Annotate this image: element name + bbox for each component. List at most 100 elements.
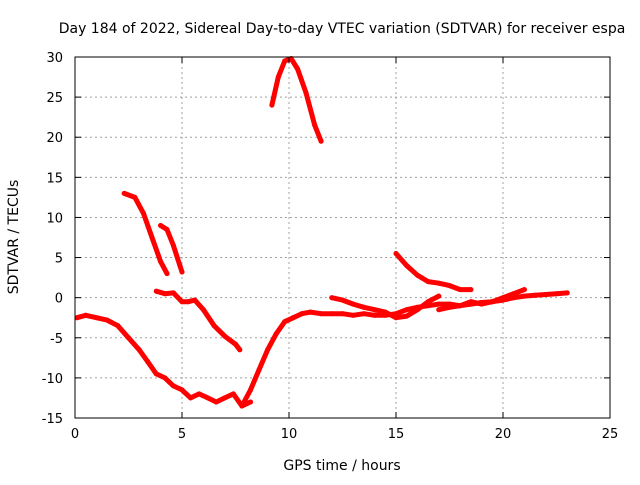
y-tick-label: 25 [46,91,63,106]
x-tick-label: 15 [388,427,405,442]
y-tick-label: 10 [46,211,63,226]
data-point [521,287,527,293]
data-point [543,292,549,297]
data-point [83,312,89,318]
data-point [162,375,168,381]
data-point [115,323,121,329]
data-point [153,288,159,294]
data-point [372,307,378,313]
data-point [248,387,253,393]
tick-layer: 0 5 10 15 20 25 -15 -10 -5 0 5 10 15 20 25 30 [42,51,619,442]
y-tick-label: 5 [55,252,63,267]
data-point [382,309,388,315]
data-point [179,299,185,305]
y-tick-label: 20 [46,131,63,146]
data-point [436,293,442,299]
data-point [282,58,288,64]
data-point [132,194,138,200]
data-point [179,269,185,275]
data-point [564,290,570,296]
data-point [170,290,176,296]
data-point [248,399,253,405]
data-point [404,313,410,319]
data-point [273,331,279,337]
data-point [141,210,146,216]
data-point [196,391,202,397]
grid-layer [75,57,610,418]
series-track-f [269,56,324,144]
data-point [393,315,399,321]
data-point [500,295,506,301]
data-point [149,235,155,240]
x-axis-label: GPS time / hours [283,458,400,474]
data-point [436,307,442,313]
data-point [185,299,191,305]
y-tick-label: 30 [46,51,63,66]
data-point [554,291,559,297]
data-point [340,311,345,317]
data-point [521,293,527,299]
data-point [312,122,318,128]
data-point [532,292,538,298]
y-tick-label: 15 [46,171,63,186]
data-point [307,309,313,315]
data-point [239,403,245,409]
data-point [158,223,164,228]
data-point [136,347,142,353]
data-point [350,301,356,307]
data-point [372,312,378,318]
data-point [511,291,517,297]
x-tick-label: 5 [178,427,186,442]
data-point [318,138,324,144]
y-tick-label: -5 [50,332,63,347]
data-point [162,291,168,297]
data-point [170,383,176,389]
data-point [299,311,305,317]
data-point [295,66,301,72]
data-point [121,190,127,196]
data-point [269,102,275,108]
data-point [479,301,485,307]
data-point [414,307,420,313]
series-track-a [74,312,253,409]
data-point [153,371,159,377]
data-point [177,263,183,269]
data-point [222,333,228,339]
data-point [414,272,420,278]
plot-frame [74,56,611,419]
data-point [393,251,399,256]
data-point [489,299,495,305]
data-point [256,367,262,373]
data-point [318,311,324,317]
data-point [93,315,99,321]
x-tick-label: 0 [71,427,79,442]
series-track-g [393,251,474,293]
data-point [126,335,131,341]
data-point [282,319,288,325]
data-point [425,299,431,305]
data-point [361,304,367,310]
data-point [303,90,309,96]
y-axis-label: SDTVAR / TECUs [6,180,22,295]
data-point [145,359,151,365]
series-track-e [153,288,243,353]
x-tick-label: 20 [495,427,512,442]
data-point [350,312,356,318]
y-tick-label: -10 [42,372,63,387]
data-point [179,387,185,393]
data-point [404,263,410,269]
data-point [329,311,335,317]
data-point [340,297,345,303]
data-point [74,315,80,321]
x-tick-label: 25 [602,427,619,442]
data-point [230,391,236,397]
data-point [447,304,452,310]
data-point [468,287,474,293]
data-point [164,227,170,232]
data-point [233,341,238,347]
data-point [265,347,271,353]
data-point [436,280,442,286]
chart-title: Day 184 of 2022, Sidereal Day-to-day VTE… [59,21,626,37]
data-point [237,347,243,353]
